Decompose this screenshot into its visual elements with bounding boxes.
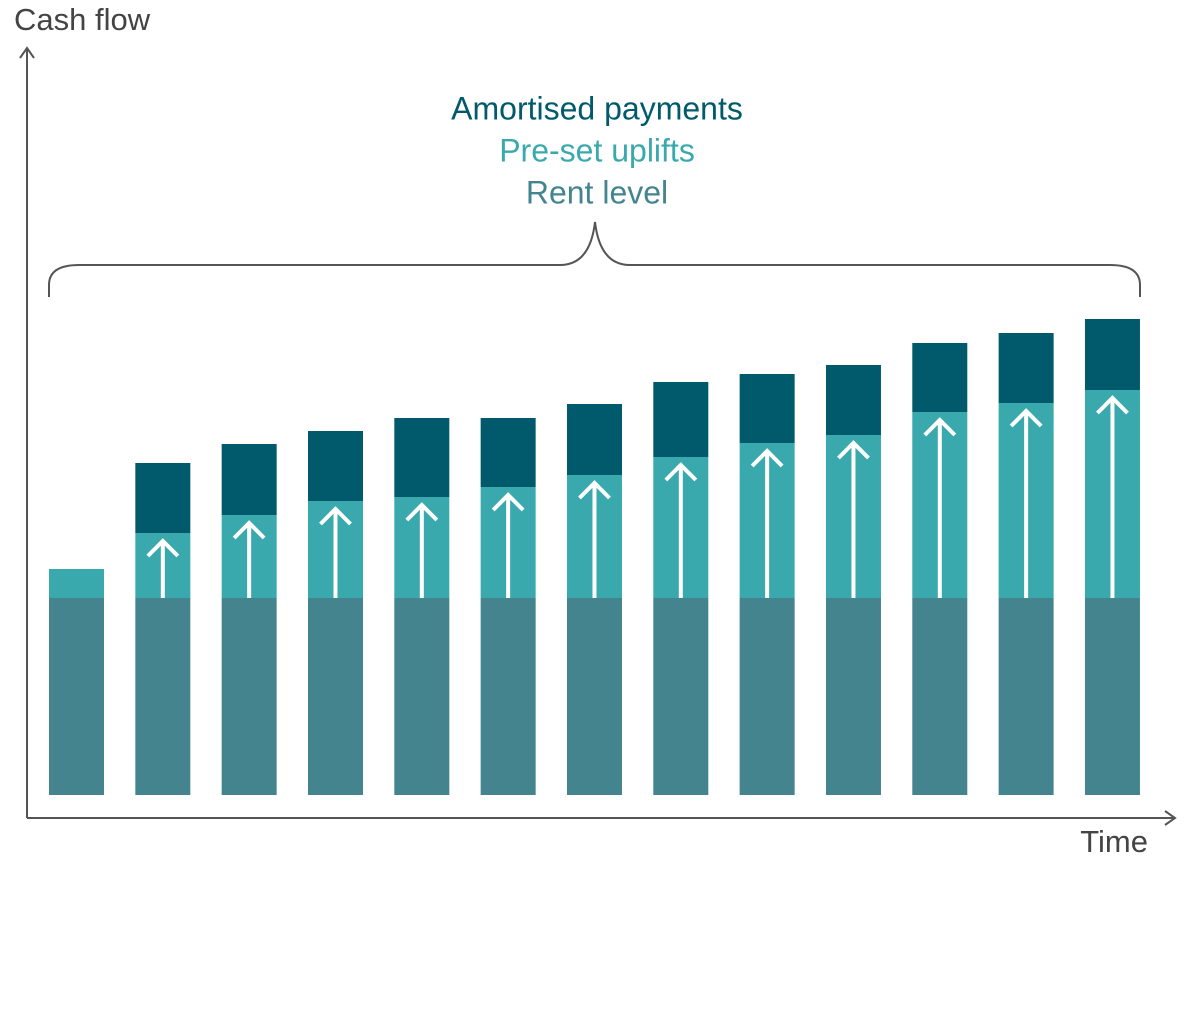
bar-segment [566, 404, 622, 475]
legend-entry: Amortised payments [451, 90, 743, 126]
uplift-arrow [405, 502, 439, 598]
legend-entry: Rent level [526, 174, 668, 210]
bar-segment [653, 382, 709, 457]
bar-segment [480, 598, 536, 795]
bar-segment [135, 598, 191, 795]
bar-segment [49, 598, 104, 795]
bar-segment [394, 598, 450, 795]
y-axis-label: Cash flow [14, 2, 151, 37]
uplift-arrow [1096, 395, 1129, 598]
axes [19, 46, 1177, 826]
uplift-arrow [923, 417, 957, 598]
bar-segment [566, 598, 622, 795]
y-axis [19, 46, 35, 818]
bar-segment [135, 463, 191, 533]
bar-segment [307, 431, 363, 501]
uplift-arrow [232, 520, 266, 598]
bar-segment [221, 598, 277, 795]
bar-segment [998, 598, 1054, 795]
bar-segment [998, 333, 1054, 403]
uplift-arrow [319, 506, 352, 598]
bar-segment [221, 444, 277, 515]
uplift-arrow [750, 448, 784, 598]
bar-segment [739, 598, 795, 795]
bar-segment [1084, 319, 1140, 390]
uplift-arrow [837, 440, 870, 598]
bar-segment [394, 418, 450, 497]
uplift-arrow [1009, 408, 1043, 598]
bar-segment [1084, 598, 1140, 795]
bar-segment [653, 598, 709, 795]
uplift-arrow [146, 538, 180, 598]
x-axis-label: Time [1080, 824, 1148, 859]
bar-segment [825, 365, 881, 435]
bar-segment [912, 598, 968, 795]
legend-entry: Pre-set uplifts [499, 132, 695, 168]
uplift-arrow [491, 492, 525, 598]
bar-segment [480, 418, 536, 487]
bar-segment [825, 598, 881, 795]
bar-segment [307, 598, 363, 795]
bar-segment [49, 569, 104, 598]
brace [48, 221, 1141, 297]
x-axis [27, 810, 1177, 826]
uplift-arrow [578, 480, 611, 598]
uplift-arrow [664, 462, 698, 598]
bar-segment [739, 374, 795, 443]
bar-segment [912, 343, 968, 412]
